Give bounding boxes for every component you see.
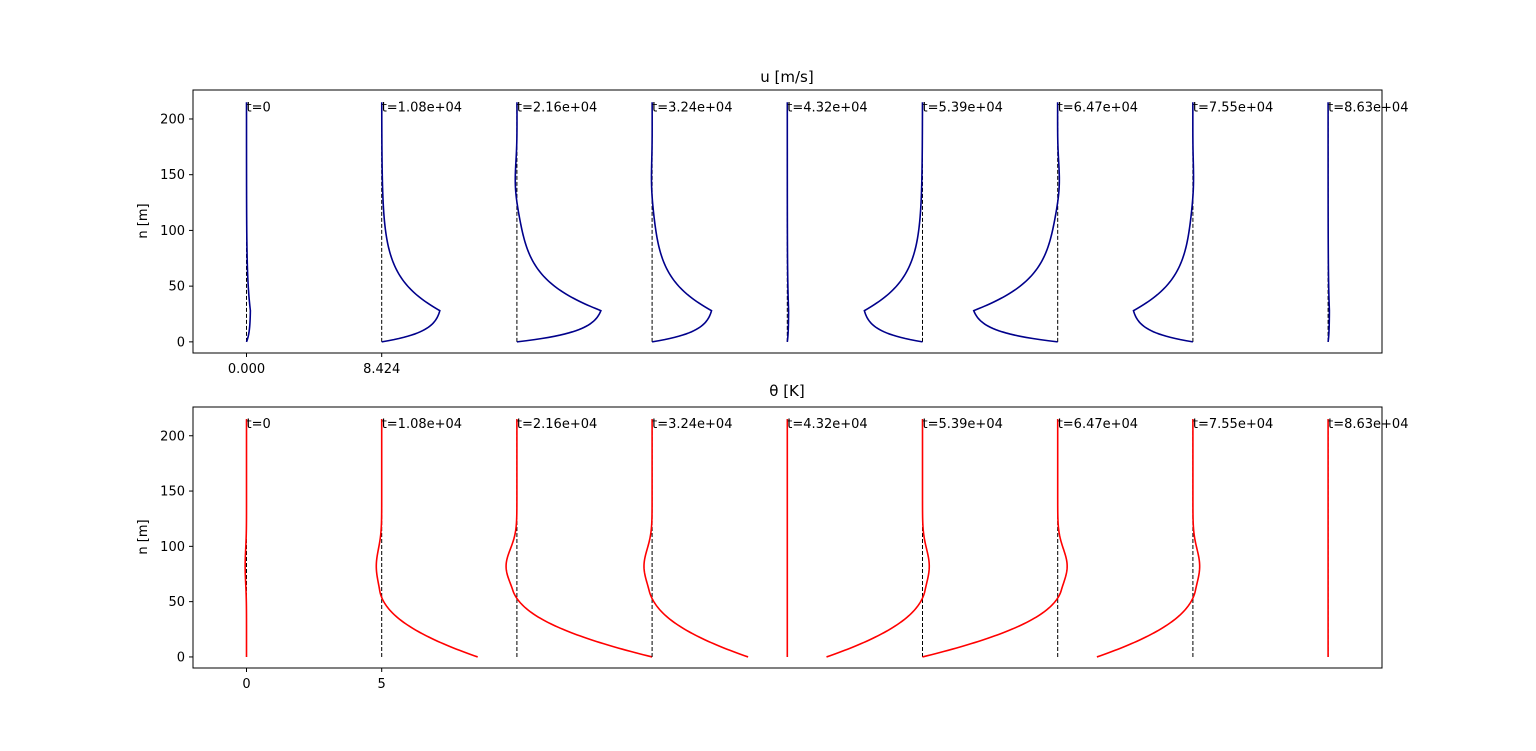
u-y-tick-label: 50 [168,280,185,295]
u-time-label-2: t=2.16e+04 [517,100,597,115]
u-axes-title: u [m/s] [760,68,813,86]
theta-y-tick-label: 50 [168,595,185,610]
theta-axes-title: θ [K] [769,382,805,400]
u-time-label-3: t=3.24e+04 [652,100,732,115]
theta-axes: θ [K] n [m] 0 50 100 150 200 0 5 t=0 t=1.08e+04… [136,382,1408,692]
theta-profile-7 [1096,419,1201,658]
u-y-tick-label: 200 [160,112,185,127]
u-profile-3 [650,102,713,343]
u-time-label-8: t=8.63e+04 [1328,100,1408,115]
theta-profile-6 [922,419,1068,658]
u-profile-7 [1132,102,1195,343]
theta-y-axis-label: n [m] [136,519,151,554]
theta-y-tick-label: 0 [177,650,185,665]
u-x-tick-label: 0.000 [228,362,265,377]
theta-x-tick-label: 5 [378,677,386,692]
theta-time-label-3: t=3.24e+04 [652,417,732,432]
theta-time-label-4: t=4.32e+04 [787,417,867,432]
u-profile-8 [1327,102,1331,342]
u-time-label-6: t=6.47e+04 [1058,100,1138,115]
theta-profile-5 [826,419,931,658]
theta-y-tick-label: 100 [160,540,185,555]
theta-time-label-8: t=8.63e+04 [1328,417,1408,432]
theta-profile-0 [244,419,248,657]
theta-x-tick-label: 0 [242,677,250,692]
u-profile-4 [786,102,790,342]
theta-y-tick-label: 150 [160,485,185,500]
u-profile-6 [972,102,1061,343]
theta-time-label-6: t=6.47e+04 [1058,417,1138,432]
u-time-label-7: t=7.55e+04 [1193,100,1273,115]
theta-axes-frame [192,406,1383,669]
u-time-label-4: t=4.32e+04 [787,100,867,115]
u-profile-2 [514,102,602,343]
theta-time-label-1: t=1.08e+04 [382,417,462,432]
u-y-tick-label: 0 [177,335,185,350]
theta-time-label-5: t=5.39e+04 [923,417,1003,432]
theta-profile-1 [375,419,478,658]
theta-profile-3 [643,419,749,658]
u-profile-5 [863,102,924,343]
u-x-tick-label: 8.424 [363,362,400,377]
u-y-tick-label: 150 [160,168,185,183]
theta-time-label-7: t=7.55e+04 [1193,417,1273,432]
theta-profile-2 [505,419,653,658]
u-time-label-0: t=0 [247,100,271,115]
u-axes: u [m/s] n [m] 0 50 100 150 200 0.000 8.424 t=0… [136,68,1408,377]
u-y-tick-label: 100 [160,224,185,239]
u-time-label-1: t=1.08e+04 [382,100,462,115]
theta-y-tick-label: 200 [160,429,185,444]
theta-time-label-0: t=0 [247,417,271,432]
u-axes-frame [192,89,1383,354]
u-profile-1 [380,102,441,343]
u-y-axis-label: n [m] [136,203,151,238]
u-profile-0 [245,102,252,343]
u-time-label-5: t=5.39e+04 [923,100,1003,115]
theta-time-label-2: t=2.16e+04 [517,417,597,432]
